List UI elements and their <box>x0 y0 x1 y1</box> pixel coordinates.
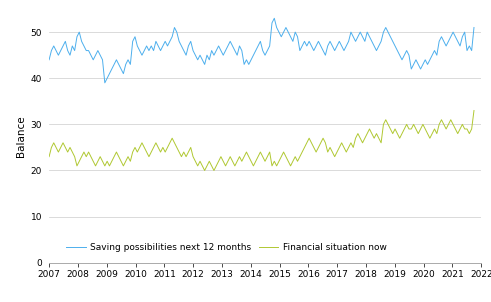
Financial situation now <box>46 155 52 159</box>
Legend: Saving possibilities next 12 months, Financial situation now: Saving possibilities next 12 months, Fin… <box>62 239 390 256</box>
Saving possibilities next 12 months <box>244 58 249 62</box>
Saving possibilities next 12 months <box>192 53 198 57</box>
Financial situation now <box>466 132 472 135</box>
Financial situation now <box>213 164 219 168</box>
Line: Saving possibilities next 12 months: Saving possibilities next 12 months <box>49 18 474 83</box>
Financial situation now <box>471 109 477 112</box>
Financial situation now <box>244 150 249 154</box>
Financial situation now <box>202 169 208 172</box>
Saving possibilities next 12 months <box>46 58 52 62</box>
Saving possibilities next 12 months <box>469 49 475 52</box>
Financial situation now <box>51 141 56 145</box>
Saving possibilities next 12 months <box>51 44 56 48</box>
Saving possibilities next 12 months <box>272 17 277 20</box>
Financial situation now <box>462 127 467 131</box>
Financial situation now <box>190 155 196 159</box>
Saving possibilities next 12 months <box>471 26 477 29</box>
Saving possibilities next 12 months <box>213 49 219 52</box>
Saving possibilities next 12 months <box>464 49 470 52</box>
Y-axis label: Balance: Balance <box>17 115 27 157</box>
Line: Financial situation now: Financial situation now <box>49 111 474 171</box>
Saving possibilities next 12 months <box>102 81 108 85</box>
